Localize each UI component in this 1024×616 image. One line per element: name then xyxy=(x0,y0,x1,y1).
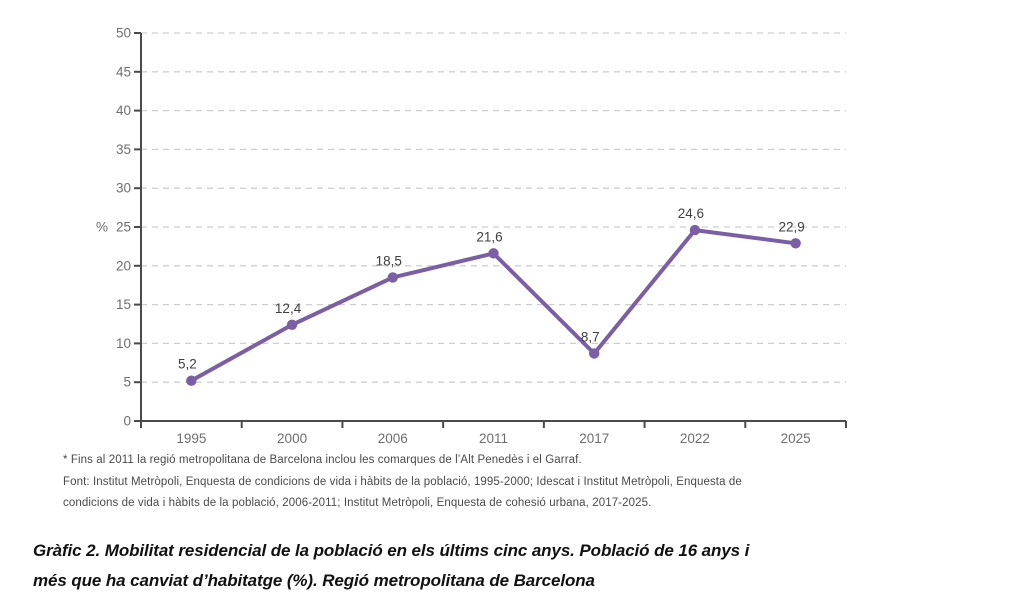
x-tick-label-2017: 2017 xyxy=(579,431,609,446)
footnote-source-line-1: Font: Institut Metròpoli, Enquesta de co… xyxy=(63,475,742,488)
y-tick-label-35: 35 xyxy=(116,142,131,157)
caption-line-1: Gràfic 2. Mobilitat residencial de la po… xyxy=(33,541,750,560)
value-label-2025: 22,9 xyxy=(779,219,805,234)
caption-line-2: més que ha canviat d’habitatge (%). Regi… xyxy=(33,571,595,590)
value-label-2006: 18,5 xyxy=(376,253,402,268)
value-label-2000: 12,4 xyxy=(275,301,302,316)
value-label-2011: 21,6 xyxy=(476,229,502,244)
y-tick-label-40: 40 xyxy=(116,103,131,118)
data-point-2017 xyxy=(589,348,600,359)
y-tick-label-15: 15 xyxy=(116,297,131,312)
footnote-source-line-2: condicions de vida i hàbits de la poblac… xyxy=(63,497,652,509)
data-point-1995 xyxy=(186,375,197,386)
y-tick-label-30: 30 xyxy=(116,181,131,196)
value-label-2022: 24,6 xyxy=(678,206,704,221)
y-tick-label-45: 45 xyxy=(116,64,131,79)
x-tick-label-2006: 2006 xyxy=(378,431,408,446)
y-tick-label-20: 20 xyxy=(116,258,131,273)
data-point-2025 xyxy=(790,238,801,249)
value-label-1995: 5,2 xyxy=(178,357,197,372)
x-tick-label-2000: 2000 xyxy=(277,431,307,446)
y-tick-label-25: 25 xyxy=(116,220,131,235)
data-point-2011 xyxy=(488,248,499,259)
chart-footnote: * Fins al 2011 la regió metropolitana de… xyxy=(63,450,963,515)
x-tick-label-2011: 2011 xyxy=(479,431,508,446)
x-tick-label-1995: 1995 xyxy=(176,431,206,446)
y-tick-label-50: 50 xyxy=(116,26,131,41)
x-tick-label-2025: 2025 xyxy=(781,431,811,446)
y-tick-label-10: 10 xyxy=(116,336,131,351)
footnote-asterisk-line: * Fins al 2011 la regió metropolitana de… xyxy=(63,454,582,466)
x-tick-label-2022: 2022 xyxy=(680,431,710,446)
y-axis-unit-label: % xyxy=(96,220,108,235)
data-point-2006 xyxy=(387,272,398,283)
figure-caption: Gràfic 2. Mobilitat residencial de la po… xyxy=(33,536,1003,596)
data-point-2022 xyxy=(689,224,701,236)
value-label-2017: 8,7 xyxy=(581,329,600,344)
data-point-2000 xyxy=(286,319,298,330)
y-tick-label-5: 5 xyxy=(123,375,131,390)
y-tick-label-0: 0 xyxy=(123,414,131,429)
